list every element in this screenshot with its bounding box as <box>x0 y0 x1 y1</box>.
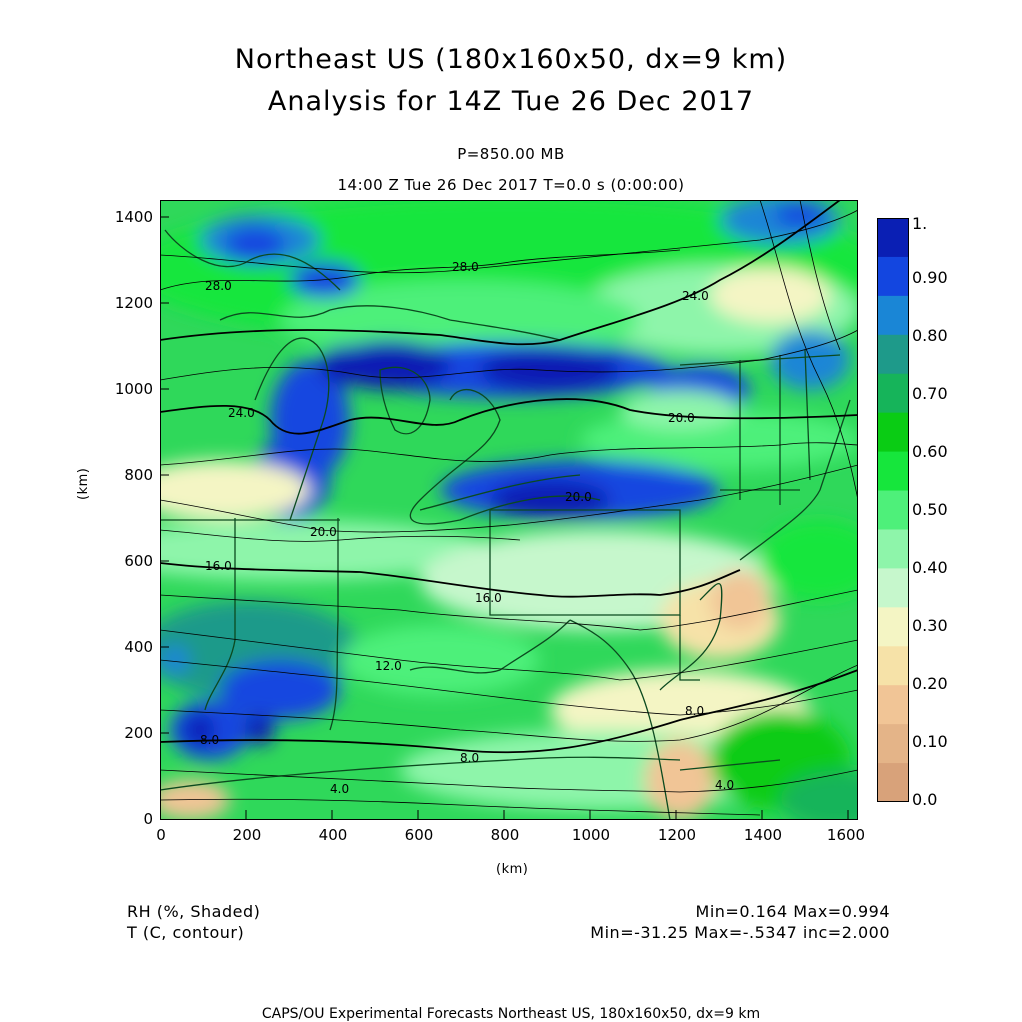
pressure-level: P=850.00 MB <box>457 145 565 163</box>
contour-label: 20.0 <box>310 525 337 539</box>
y-tick-label: 200 <box>124 724 153 742</box>
colorbar-cell <box>877 724 909 764</box>
colorbar-cell <box>877 685 909 725</box>
x-tick-label: 800 <box>490 826 520 844</box>
x-tick-label: 0 <box>156 826 166 844</box>
colorbar-cell <box>877 334 909 375</box>
colorbar-cell <box>877 568 909 608</box>
y-tick-label: 1200 <box>114 294 153 312</box>
colorbar-frame <box>877 218 909 802</box>
legend-temperature: T (C, contour) <box>127 923 245 942</box>
colorbar-cell <box>877 529 909 569</box>
contour-label: 28.0 <box>205 279 232 293</box>
contour-label: 16.0 <box>205 559 232 573</box>
y-axis-label: (km) <box>76 467 91 500</box>
temperature-contours <box>160 200 858 816</box>
geographic-boundaries <box>160 229 851 820</box>
y-tick-label: 1000 <box>114 380 153 398</box>
colorbar-cell <box>877 218 909 258</box>
plot-frame <box>160 200 858 820</box>
contour-label: 16.0 <box>475 591 502 605</box>
colorbar-cell <box>877 373 909 414</box>
colorbar-label: 0.30 <box>912 616 948 635</box>
colorbar-label: 0.90 <box>912 268 948 287</box>
y-tick-label: 800 <box>124 466 153 484</box>
x-tick-label: 1400 <box>743 826 783 844</box>
axis-ticks <box>160 216 849 819</box>
colorbar-label: 0.60 <box>912 442 948 461</box>
temperature-min-max: Min=-31.25 Max=-.5347 inc=2.000 <box>590 923 890 942</box>
contour-label: 8.0 <box>685 704 704 718</box>
colorbar-label: 0.70 <box>912 384 948 403</box>
contour-label: 24.0 <box>228 406 255 420</box>
title-line-1: Northeast US (180x160x50, dx=9 km) <box>234 44 788 75</box>
colorbar-label: 0.40 <box>912 558 948 577</box>
colorbar-label: 0.80 <box>912 326 948 345</box>
rh-temperature-map: 28.0 28.0 24.0 24.0 20.0 20.0 20.0 16.0 … <box>160 200 858 820</box>
valid-time: 14:00 Z Tue 26 Dec 2017 T=0.0 s (0:00:00… <box>337 176 685 194</box>
contour-label: 20.0 <box>668 411 695 425</box>
colorbar-cell <box>877 412 909 453</box>
x-tick-label: 200 <box>232 826 262 844</box>
footer-credit: CAPS/OU Experimental Forecasts Northeast… <box>261 1006 761 1022</box>
contour-label: 24.0 <box>682 289 709 303</box>
y-tick-label: 1400 <box>114 208 153 226</box>
colorbar-cell <box>877 451 909 492</box>
contour-label: 8.0 <box>200 733 219 747</box>
title-line-2: Analysis for 14Z Tue 26 Dec 2017 <box>267 86 755 117</box>
x-axis-label: (km) <box>496 862 529 877</box>
rh-min-max: Min=0.164 Max=0.994 <box>695 902 890 921</box>
legend-rh: RH (%, Shaded) <box>127 902 261 921</box>
colorbar-cell <box>877 763 909 802</box>
colorbar-cell <box>877 607 909 647</box>
colorbar-cell <box>877 646 909 686</box>
colorbar-cell <box>877 295 909 336</box>
y-tick-label: 400 <box>124 638 153 656</box>
colorbar-cells <box>877 218 909 802</box>
colorbar-label: 0.0 <box>912 790 938 809</box>
contour-label: 8.0 <box>460 751 479 765</box>
colorbar-cell <box>877 490 909 530</box>
contour-label: 4.0 <box>330 782 349 796</box>
colorbar-label: 0.20 <box>912 674 948 693</box>
x-tick-label: 1600 <box>826 826 866 844</box>
contour-label: 28.0 <box>452 260 479 274</box>
x-tick-label: 600 <box>404 826 434 844</box>
colorbar-cell <box>877 256 909 297</box>
colorbar <box>877 218 909 802</box>
colorbar-label: 1. <box>912 214 928 233</box>
contour-labels: 28.0 28.0 24.0 24.0 20.0 20.0 20.0 16.0 … <box>200 260 734 796</box>
contour-label: 20.0 <box>565 490 592 504</box>
y-tick-label: 600 <box>124 552 153 570</box>
contour-label: 4.0 <box>715 778 734 792</box>
colorbar-label: 0.10 <box>912 732 948 751</box>
x-tick-label: 400 <box>318 826 348 844</box>
contour-label: 12.0 <box>375 659 402 673</box>
x-tick-label: 1000 <box>571 826 611 844</box>
y-tick-label: 0 <box>143 810 153 828</box>
colorbar-label: 0.50 <box>912 500 948 519</box>
x-tick-label: 1200 <box>657 826 697 844</box>
